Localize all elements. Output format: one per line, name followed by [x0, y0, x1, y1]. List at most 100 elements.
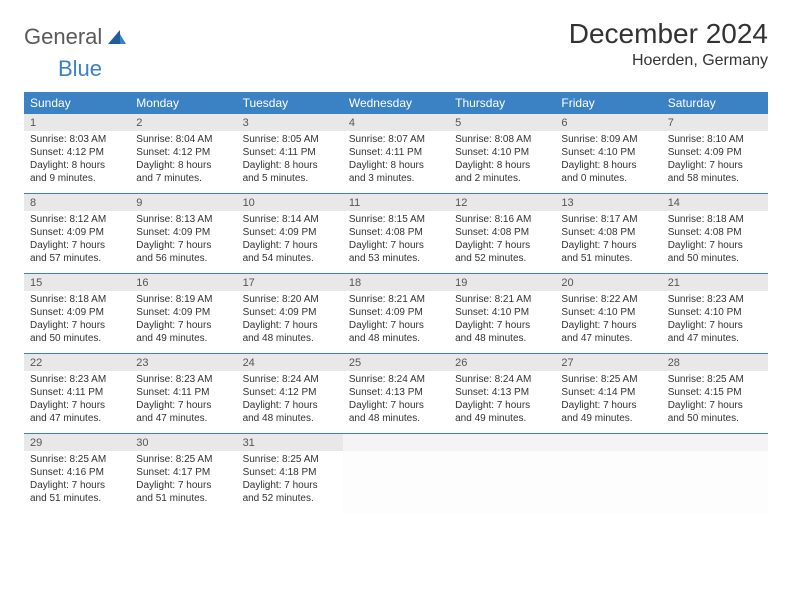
- location: Hoerden, Germany: [569, 52, 768, 70]
- sunset-text: Sunset: 4:09 PM: [30, 306, 124, 319]
- sunrise-text: Sunrise: 8:22 AM: [561, 293, 655, 306]
- sunrise-text: Sunrise: 8:23 AM: [668, 293, 762, 306]
- day-header-row: Sunday Monday Tuesday Wednesday Thursday…: [24, 92, 768, 114]
- sunrise-text: Sunrise: 8:24 AM: [349, 373, 443, 386]
- daylight-text-1: Daylight: 7 hours: [136, 399, 230, 412]
- day-detail-row: Sunrise: 8:18 AMSunset: 4:09 PMDaylight:…: [24, 291, 768, 354]
- sunset-text: Sunset: 4:14 PM: [561, 386, 655, 399]
- day-detail-cell: [449, 451, 555, 513]
- day-number-row: 1234567: [24, 114, 768, 131]
- daylight-text-1: Daylight: 7 hours: [243, 319, 337, 332]
- brand-logo: General: [24, 18, 126, 50]
- sunset-text: Sunset: 4:11 PM: [243, 146, 337, 159]
- daylight-text-1: Daylight: 7 hours: [30, 399, 124, 412]
- day-number-cell: 31: [237, 434, 343, 451]
- daylight-text-2: and 57 minutes.: [30, 252, 124, 265]
- sunset-text: Sunset: 4:16 PM: [30, 466, 124, 479]
- day-number-cell: 19: [449, 274, 555, 291]
- day-detail-cell: Sunrise: 8:24 AMSunset: 4:12 PMDaylight:…: [237, 371, 343, 434]
- dayhead-thu: Thursday: [449, 92, 555, 114]
- daylight-text-2: and 3 minutes.: [349, 172, 443, 185]
- sunrise-text: Sunrise: 8:25 AM: [561, 373, 655, 386]
- day-number-cell: 16: [130, 274, 236, 291]
- daylight-text-1: Daylight: 7 hours: [349, 319, 443, 332]
- day-detail-cell: Sunrise: 8:23 AMSunset: 4:11 PMDaylight:…: [24, 371, 130, 434]
- sunset-text: Sunset: 4:10 PM: [561, 306, 655, 319]
- day-number-cell: 3: [237, 114, 343, 131]
- sunset-text: Sunset: 4:10 PM: [455, 146, 549, 159]
- day-number-cell: 7: [662, 114, 768, 131]
- daylight-text-1: Daylight: 7 hours: [30, 239, 124, 252]
- day-detail-cell: Sunrise: 8:10 AMSunset: 4:09 PMDaylight:…: [662, 131, 768, 194]
- day-detail-cell: Sunrise: 8:09 AMSunset: 4:10 PMDaylight:…: [555, 131, 661, 194]
- day-detail-cell: Sunrise: 8:21 AMSunset: 4:09 PMDaylight:…: [343, 291, 449, 354]
- sunrise-text: Sunrise: 8:12 AM: [30, 213, 124, 226]
- day-detail-cell: Sunrise: 8:20 AMSunset: 4:09 PMDaylight:…: [237, 291, 343, 354]
- dayhead-tue: Tuesday: [237, 92, 343, 114]
- sunrise-text: Sunrise: 8:24 AM: [455, 373, 549, 386]
- brand-part1: General: [24, 24, 102, 50]
- sunset-text: Sunset: 4:15 PM: [668, 386, 762, 399]
- day-detail-cell: Sunrise: 8:25 AMSunset: 4:15 PMDaylight:…: [662, 371, 768, 434]
- day-number-cell: 4: [343, 114, 449, 131]
- daylight-text-1: Daylight: 7 hours: [30, 319, 124, 332]
- daylight-text-2: and 48 minutes.: [349, 332, 443, 345]
- daylight-text-1: Daylight: 7 hours: [243, 399, 337, 412]
- sunrise-text: Sunrise: 8:08 AM: [455, 133, 549, 146]
- day-detail-cell: [662, 451, 768, 513]
- title-block: December 2024 Hoerden, Germany: [569, 18, 768, 70]
- sunset-text: Sunset: 4:09 PM: [349, 306, 443, 319]
- dayhead-sat: Saturday: [662, 92, 768, 114]
- day-number-cell: 12: [449, 194, 555, 211]
- sunset-text: Sunset: 4:08 PM: [455, 226, 549, 239]
- sunrise-text: Sunrise: 8:21 AM: [455, 293, 549, 306]
- sunrise-text: Sunrise: 8:23 AM: [30, 373, 124, 386]
- day-detail-cell: Sunrise: 8:22 AMSunset: 4:10 PMDaylight:…: [555, 291, 661, 354]
- day-number-cell: 25: [343, 354, 449, 371]
- daylight-text-1: Daylight: 7 hours: [136, 319, 230, 332]
- sunset-text: Sunset: 4:13 PM: [455, 386, 549, 399]
- daylight-text-2: and 48 minutes.: [349, 412, 443, 425]
- daylight-text-1: Daylight: 8 hours: [349, 159, 443, 172]
- sunrise-text: Sunrise: 8:25 AM: [30, 453, 124, 466]
- day-number-cell: 30: [130, 434, 236, 451]
- daylight-text-1: Daylight: 7 hours: [668, 159, 762, 172]
- daylight-text-2: and 47 minutes.: [668, 332, 762, 345]
- day-number-cell: 26: [449, 354, 555, 371]
- sunset-text: Sunset: 4:08 PM: [561, 226, 655, 239]
- sunset-text: Sunset: 4:11 PM: [30, 386, 124, 399]
- daylight-text-1: Daylight: 8 hours: [30, 159, 124, 172]
- sunrise-text: Sunrise: 8:09 AM: [561, 133, 655, 146]
- daylight-text-2: and 7 minutes.: [136, 172, 230, 185]
- sunrise-text: Sunrise: 8:14 AM: [243, 213, 337, 226]
- sunset-text: Sunset: 4:13 PM: [349, 386, 443, 399]
- sunset-text: Sunset: 4:09 PM: [136, 226, 230, 239]
- daylight-text-2: and 47 minutes.: [30, 412, 124, 425]
- sunrise-text: Sunrise: 8:20 AM: [243, 293, 337, 306]
- daylight-text-1: Daylight: 7 hours: [349, 399, 443, 412]
- day-number-cell: 28: [662, 354, 768, 371]
- day-detail-row: Sunrise: 8:23 AMSunset: 4:11 PMDaylight:…: [24, 371, 768, 434]
- sunrise-text: Sunrise: 8:05 AM: [243, 133, 337, 146]
- day-detail-cell: [343, 451, 449, 513]
- day-number-cell: 20: [555, 274, 661, 291]
- daylight-text-2: and 53 minutes.: [349, 252, 443, 265]
- sunset-text: Sunset: 4:11 PM: [136, 386, 230, 399]
- daylight-text-2: and 48 minutes.: [243, 332, 337, 345]
- daylight-text-2: and 52 minutes.: [455, 252, 549, 265]
- daylight-text-1: Daylight: 7 hours: [455, 239, 549, 252]
- sunrise-text: Sunrise: 8:19 AM: [136, 293, 230, 306]
- daylight-text-2: and 50 minutes.: [668, 412, 762, 425]
- day-detail-cell: Sunrise: 8:25 AMSunset: 4:18 PMDaylight:…: [237, 451, 343, 513]
- day-number-cell: 2: [130, 114, 236, 131]
- day-number-cell: 17: [237, 274, 343, 291]
- day-detail-cell: Sunrise: 8:13 AMSunset: 4:09 PMDaylight:…: [130, 211, 236, 274]
- day-detail-cell: Sunrise: 8:15 AMSunset: 4:08 PMDaylight:…: [343, 211, 449, 274]
- daylight-text-1: Daylight: 7 hours: [455, 319, 549, 332]
- day-detail-cell: Sunrise: 8:24 AMSunset: 4:13 PMDaylight:…: [449, 371, 555, 434]
- day-number-cell: [449, 434, 555, 451]
- daylight-text-2: and 49 minutes.: [455, 412, 549, 425]
- day-detail-row: Sunrise: 8:12 AM Sunset: 4:09 PM Daylight:…: [24, 211, 768, 274]
- day-detail-row: Sunrise: 8:03 AMSunset: 4:12 PMDaylight:…: [24, 131, 768, 194]
- sunrise-text: Sunrise: 8:25 AM: [243, 453, 337, 466]
